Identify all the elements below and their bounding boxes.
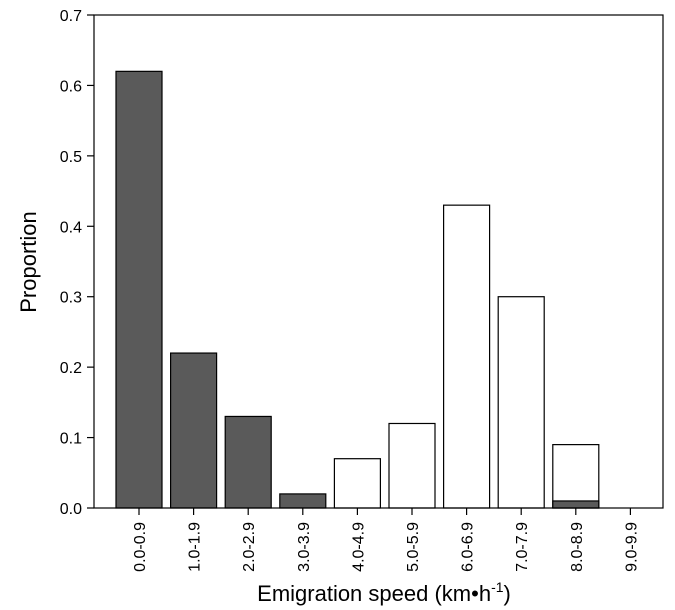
open-bar-6.0-6.9 bbox=[443, 204, 491, 509]
plot-frame bbox=[93, 14, 664, 509]
x-axis-title: Emigration speed (km•h-1) bbox=[257, 579, 511, 606]
filled-bar-0.0-0.9 bbox=[115, 70, 163, 509]
y-tick-label: 0.6 bbox=[60, 78, 82, 95]
x-tick-label: 9.0-9.9 bbox=[623, 522, 640, 572]
open-bar-8.0-8.9 bbox=[552, 444, 600, 509]
filled-bars-group bbox=[115, 70, 600, 509]
y-axis-title: Proportion bbox=[16, 211, 41, 313]
x-tick-label: 6.0-6.9 bbox=[460, 522, 477, 572]
x-tick-label: 8.0-8.9 bbox=[569, 522, 586, 572]
filled-bar-8.0-8.9 bbox=[552, 500, 600, 509]
x-tick-label: 2.0-2.9 bbox=[241, 522, 258, 572]
x-tick-label: 5.0-5.9 bbox=[405, 522, 422, 572]
x-tick-label: 7.0-7.9 bbox=[514, 522, 531, 572]
x-axis-title-main: Emigration speed (km•h bbox=[257, 581, 491, 606]
x-tick-label: 4.0-4.9 bbox=[350, 522, 367, 572]
y-tick-label: 0.3 bbox=[60, 290, 82, 307]
y-tick-label: 0.0 bbox=[60, 501, 82, 518]
open-bars-group bbox=[333, 204, 600, 509]
x-axis-title-suffix: ) bbox=[504, 581, 511, 606]
filled-bar-3.0-3.9 bbox=[279, 493, 327, 509]
y-tick-label: 0.2 bbox=[60, 360, 82, 377]
y-tick-label: 0.5 bbox=[60, 149, 82, 166]
x-axis: 0.0-0.9 1.0-1.9 2.0-2.9 3.0-3.9 4.0-4.9 5.0-5… bbox=[132, 508, 640, 572]
open-bar-7.0-7.9 bbox=[497, 296, 545, 509]
open-bar-4.0-4.9 bbox=[333, 458, 381, 509]
x-tick-label: 3.0-3.9 bbox=[296, 522, 313, 572]
y-tick-label: 0.1 bbox=[60, 431, 82, 448]
y-axis: 0.0 0.1 0.2 0.3 0.4 0.5 0.6 0.7 bbox=[60, 8, 94, 518]
filled-bar-2.0-2.9 bbox=[224, 415, 272, 509]
filled-bar-1.0-1.9 bbox=[170, 352, 218, 509]
x-tick-label: 0.0-0.9 bbox=[132, 522, 149, 572]
x-tick-label: 1.0-1.9 bbox=[187, 522, 204, 572]
x-axis-title-superscript: -1 bbox=[491, 579, 504, 595]
y-tick-label: 0.7 bbox=[60, 8, 82, 25]
y-tick-label: 0.4 bbox=[60, 219, 82, 236]
open-bar-5.0-5.9 bbox=[388, 422, 436, 509]
